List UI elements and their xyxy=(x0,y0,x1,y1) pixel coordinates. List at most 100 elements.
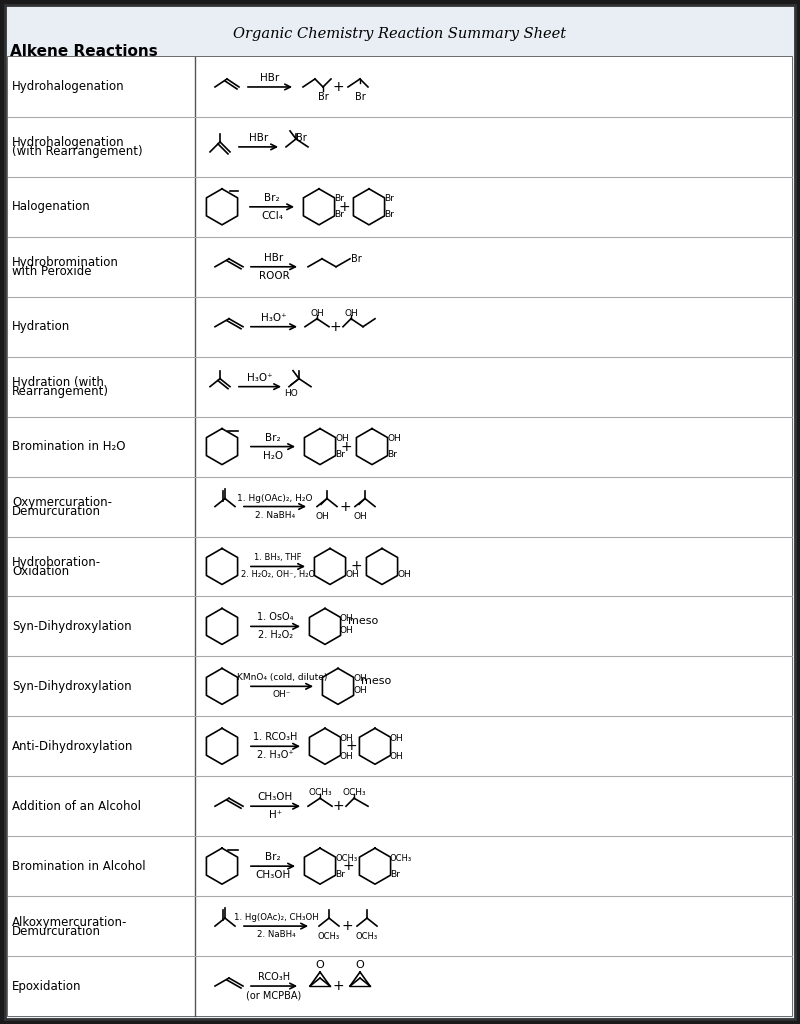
Bar xyxy=(8,476,792,537)
Text: Demurcuration: Demurcuration xyxy=(12,925,101,938)
Text: OCH₃: OCH₃ xyxy=(342,787,366,797)
Text: O: O xyxy=(316,961,324,970)
Bar xyxy=(8,356,792,417)
Text: OH: OH xyxy=(353,686,366,695)
Text: HBr: HBr xyxy=(249,133,268,143)
Bar xyxy=(8,237,792,297)
Bar xyxy=(8,417,792,476)
Text: Hydration: Hydration xyxy=(12,321,70,333)
Text: RCO₃H: RCO₃H xyxy=(258,972,290,982)
Text: Hydration (with: Hydration (with xyxy=(12,376,104,389)
Text: OH⁻: OH⁻ xyxy=(273,690,291,699)
Bar xyxy=(8,717,792,776)
Bar xyxy=(8,837,792,896)
Text: Oxymercuration-: Oxymercuration- xyxy=(12,496,112,509)
Text: Br: Br xyxy=(334,195,344,204)
Text: +: + xyxy=(332,979,344,993)
Text: Br₂: Br₂ xyxy=(265,432,281,442)
Text: Demurcuration: Demurcuration xyxy=(12,505,101,518)
Text: Br: Br xyxy=(390,869,400,879)
Text: Hydrobromination: Hydrobromination xyxy=(12,256,119,269)
Text: 2. NaBH₄: 2. NaBH₄ xyxy=(255,511,295,519)
Text: OH: OH xyxy=(340,734,354,742)
Bar xyxy=(8,537,792,596)
Text: Syn-Dihydroxylation: Syn-Dihydroxylation xyxy=(12,620,132,633)
Text: Hydrohalogenation: Hydrohalogenation xyxy=(12,81,125,93)
Text: (with Rearrangement): (with Rearrangement) xyxy=(12,145,142,159)
Text: O: O xyxy=(356,961,364,970)
Text: meso: meso xyxy=(348,616,378,627)
Text: 1. BH₃, THF: 1. BH₃, THF xyxy=(254,553,302,562)
Text: CH₃OH: CH₃OH xyxy=(255,870,290,881)
Text: Br₂: Br₂ xyxy=(264,193,280,203)
Text: Hydroboration-: Hydroboration- xyxy=(12,556,101,569)
Text: H₃O⁺: H₃O⁺ xyxy=(261,312,287,323)
Text: OH: OH xyxy=(340,614,354,623)
Text: +: + xyxy=(341,920,353,933)
Text: 2. H₂O₂, OH⁻, H₂O: 2. H₂O₂, OH⁻, H₂O xyxy=(241,570,315,580)
Text: OH: OH xyxy=(387,434,401,443)
Text: OH: OH xyxy=(345,570,358,579)
Text: 1. RCO₃H: 1. RCO₃H xyxy=(254,732,298,742)
Bar xyxy=(8,776,792,837)
Text: OH: OH xyxy=(353,674,366,683)
Text: meso: meso xyxy=(361,676,391,686)
Text: +: + xyxy=(338,200,350,214)
Text: OH: OH xyxy=(390,752,404,761)
Text: Oxidation: Oxidation xyxy=(12,565,69,578)
Bar xyxy=(8,896,792,956)
Text: H₃O⁺: H₃O⁺ xyxy=(247,373,273,383)
Text: Bromination in Alcohol: Bromination in Alcohol xyxy=(12,860,146,872)
Bar xyxy=(8,297,792,356)
Text: Br: Br xyxy=(354,92,366,102)
Text: Syn-Dihydroxylation: Syn-Dihydroxylation xyxy=(12,680,132,693)
Text: Bromination in H₂O: Bromination in H₂O xyxy=(12,440,126,453)
Text: OCH₃: OCH₃ xyxy=(335,854,357,862)
Text: OH: OH xyxy=(340,752,354,761)
Text: +: + xyxy=(345,739,357,754)
Bar xyxy=(8,656,792,717)
Text: Addition of an Alcohol: Addition of an Alcohol xyxy=(12,800,141,813)
Text: +: + xyxy=(342,859,354,873)
Text: CH₃OH: CH₃OH xyxy=(258,793,293,802)
Text: Anti-Dihydroxylation: Anti-Dihydroxylation xyxy=(12,739,134,753)
Text: Alkene Reactions: Alkene Reactions xyxy=(10,44,158,59)
Text: Br: Br xyxy=(335,869,345,879)
Text: CCl₄: CCl₄ xyxy=(261,211,283,221)
Text: Br: Br xyxy=(296,133,306,143)
Text: OH: OH xyxy=(397,570,410,579)
Text: ROOR: ROOR xyxy=(258,270,290,281)
Text: with Peroxide: with Peroxide xyxy=(12,265,91,279)
Text: HBr: HBr xyxy=(260,73,280,83)
Text: Br: Br xyxy=(384,195,394,204)
Text: Organic Chemistry Reaction Summary Sheet: Organic Chemistry Reaction Summary Sheet xyxy=(234,27,566,41)
Text: +: + xyxy=(350,559,362,573)
Text: Br: Br xyxy=(387,451,397,459)
Text: Br: Br xyxy=(334,210,344,219)
Text: +: + xyxy=(340,439,352,454)
Text: 2. NaBH₄: 2. NaBH₄ xyxy=(257,930,295,939)
Text: OCH₃: OCH₃ xyxy=(318,932,340,941)
Text: OH: OH xyxy=(315,512,329,520)
Text: Alkoxymercuration-: Alkoxymercuration- xyxy=(12,915,127,929)
Text: Halogenation: Halogenation xyxy=(12,201,90,213)
FancyBboxPatch shape xyxy=(5,5,795,1019)
Text: Br: Br xyxy=(318,92,328,102)
Text: Br: Br xyxy=(384,210,394,219)
Text: OH: OH xyxy=(335,434,349,443)
Text: 2. H₃O⁺: 2. H₃O⁺ xyxy=(257,751,294,760)
Text: OCH₃: OCH₃ xyxy=(390,854,412,862)
Text: Rearrangement): Rearrangement) xyxy=(12,385,109,398)
Text: 2. H₂O₂: 2. H₂O₂ xyxy=(258,631,293,640)
Bar xyxy=(8,177,792,237)
Text: +: + xyxy=(339,500,351,513)
Bar xyxy=(8,596,792,656)
Text: KMnO₄ (cold, dilute): KMnO₄ (cold, dilute) xyxy=(237,674,327,682)
Text: OCH₃: OCH₃ xyxy=(308,787,332,797)
Text: OH: OH xyxy=(353,512,367,520)
Text: +: + xyxy=(329,319,341,334)
Text: Br: Br xyxy=(350,254,362,264)
Text: OH: OH xyxy=(390,734,404,742)
Text: OH: OH xyxy=(340,626,354,635)
Bar xyxy=(8,956,792,1016)
